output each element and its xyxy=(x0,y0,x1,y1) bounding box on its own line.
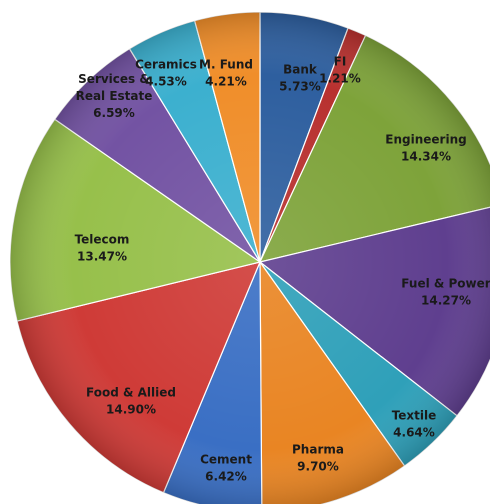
label-percentage: 9.70% xyxy=(297,460,339,474)
label-name: Telecom xyxy=(75,233,130,247)
label-percentage: 14.90% xyxy=(106,403,156,417)
label-name: Cement xyxy=(200,453,252,467)
label-name: Bank xyxy=(283,63,318,77)
label-textile: Textile 4.64% xyxy=(392,409,437,440)
label-percentage: 4.64% xyxy=(393,426,435,440)
label-percentage: 14.34% xyxy=(401,150,451,164)
label-percentage: 5.73% xyxy=(279,80,321,94)
label-fi: FI 1.21% xyxy=(319,55,361,86)
label-percentage: 4.21% xyxy=(205,75,247,89)
label-name: Pharma xyxy=(292,443,344,457)
label-percentage: 6.42% xyxy=(205,470,247,484)
label-name: FI xyxy=(334,55,347,69)
label-name: Food & Allied xyxy=(86,386,176,400)
label-ceramics: Ceramics 4.53% xyxy=(135,58,197,89)
label-name: M. Fund xyxy=(199,58,253,72)
label-name: Ceramics xyxy=(135,58,197,72)
label-percentage: 13.47% xyxy=(77,250,127,264)
label-name: Engineering xyxy=(385,133,466,147)
label-bank: Bank 5.73% xyxy=(279,63,321,94)
label-services-and-real-estate: Services & Real Estate 6.59% xyxy=(76,72,153,120)
label-percentage: 14.27% xyxy=(421,294,471,308)
label-percentage: 6.59% xyxy=(93,106,135,120)
label-telecom: Telecom 13.47% xyxy=(75,233,130,264)
label-cement: Cement 6.42% xyxy=(200,453,252,484)
label-engineering: Engineering 14.34% xyxy=(385,133,466,164)
label-name: Real Estate xyxy=(76,89,153,103)
label-food-and-allied: Food & Allied 14.90% xyxy=(86,386,176,417)
label-percentage: 1.21% xyxy=(319,72,361,86)
pie-labels: Bank 5.73% FI 1.21% Engineering 14.34% Fuel & … xyxy=(75,55,490,484)
label-name: Services & xyxy=(78,72,150,86)
label-name: Fuel & Power xyxy=(401,277,490,291)
label-pharma: Pharma 9.70% xyxy=(292,443,344,474)
label-name: Textile xyxy=(392,409,437,423)
label-percentage: 4.53% xyxy=(145,75,187,89)
label-fuel-and-power: Fuel & Power 14.27% xyxy=(401,277,490,308)
label-m-fund: M. Fund 4.21% xyxy=(199,58,253,89)
